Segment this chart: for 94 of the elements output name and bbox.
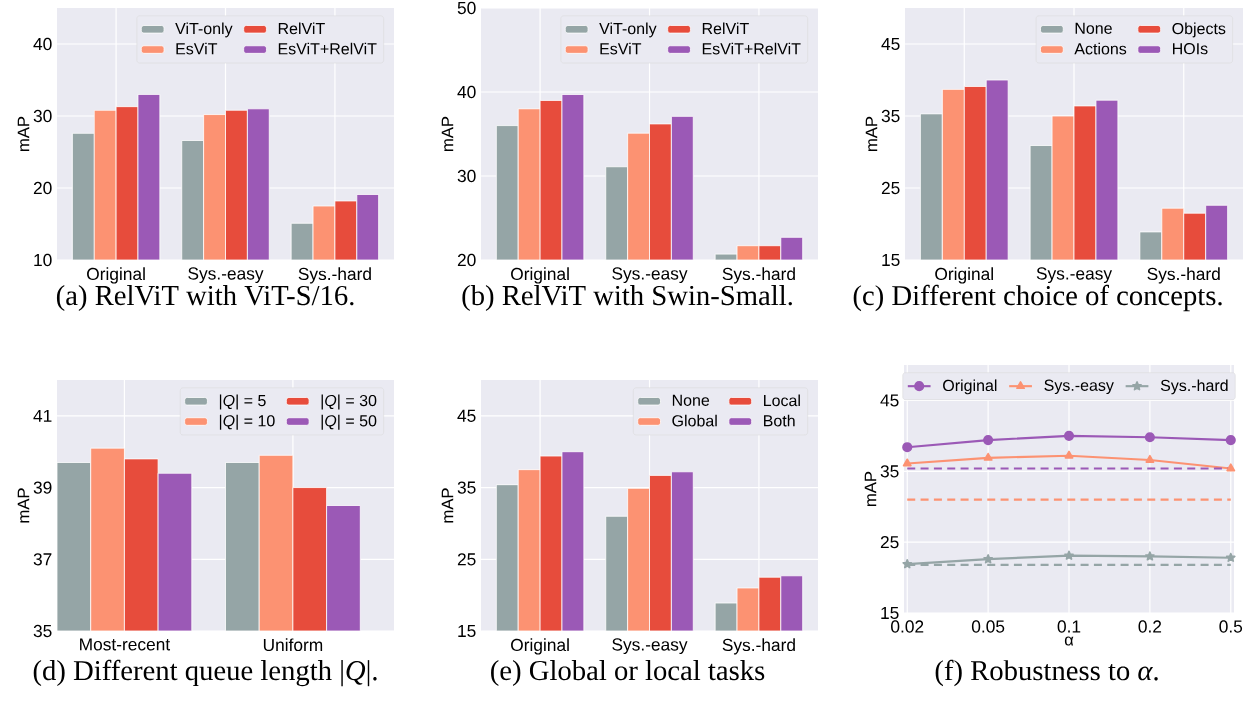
y-axis-title: mAP <box>441 488 454 523</box>
y-tick-label: 15 <box>458 624 476 638</box>
legend-label: |Q| = 5 <box>219 394 266 410</box>
point <box>1145 551 1155 561</box>
y-tick-label: 20 <box>33 181 52 195</box>
legend-label: Local <box>764 394 800 407</box>
legend-label: Global <box>672 414 717 427</box>
x-tick-label: Sys.-hard <box>722 267 795 284</box>
legend-label: EsViT+RelViT <box>702 42 801 55</box>
legend-label: EsViT <box>600 42 642 55</box>
text: (d) Different queue length |Q|. <box>33 659 377 687</box>
x-tick-label: Sys.-hard <box>1147 267 1220 284</box>
legend-label: Sys.-easy <box>1044 379 1114 395</box>
y-tick-label: 37 <box>33 553 52 566</box>
y-tick-label: 25 <box>881 181 900 195</box>
y-tick-label: 10 <box>34 253 52 267</box>
legend-label: None <box>672 394 710 406</box>
y-tick-label: 35 <box>33 624 52 638</box>
text: (c) Different choice of concepts. <box>853 284 1222 312</box>
y-tick-label: 25 <box>457 553 476 566</box>
x-tick-label: Sys.-hard <box>298 267 371 284</box>
y-tick-label: 25 <box>880 536 899 549</box>
text: (a) RelViT with ViT-S/16. <box>56 285 354 311</box>
x-tick-label: Original <box>511 267 569 284</box>
y-tick-label: 50 <box>457 1 476 15</box>
point <box>1063 430 1075 441</box>
text: (e) Global or local tasks <box>491 660 765 686</box>
y-axis-title: mAP <box>17 488 30 523</box>
y-tick-label: 45 <box>880 394 899 407</box>
legend-label: ViT-only <box>599 22 657 38</box>
point <box>1226 463 1236 472</box>
point <box>1064 550 1074 560</box>
y-tick-label: 35 <box>457 481 476 494</box>
x-tick-label: Original <box>935 267 993 284</box>
legend-label: EsViT <box>176 42 218 55</box>
text: (b) RelViT with Swin-Small. <box>462 285 792 311</box>
x-tick-label: Original <box>87 267 145 284</box>
legend-label: Actions <box>1074 42 1127 55</box>
x-axis-title: α <box>1064 636 1074 646</box>
x-tick-label: Uniform <box>263 638 323 652</box>
y-tick-label: 30 <box>457 169 476 183</box>
y-axis-title: mAP <box>864 471 877 506</box>
y-tick-label: 40 <box>33 37 52 51</box>
y-tick-label: 45 <box>457 409 476 422</box>
y-axis-title: mAP <box>441 116 454 151</box>
y-tick-label: 35 <box>880 465 899 478</box>
x-tick-label: Original <box>511 638 569 655</box>
y-tick-label: 41 <box>33 409 52 422</box>
x-tick-label: 0.5 <box>1219 620 1243 633</box>
legend-label: |Q| = 10 <box>219 414 275 430</box>
x-tick-label: 0.02 <box>891 620 924 633</box>
x-tick-label: 0.2 <box>1138 620 1162 633</box>
x-tick-label: Sys.-easy <box>612 267 688 284</box>
point <box>902 458 912 467</box>
point <box>1225 552 1236 562</box>
y-tick-label: 40 <box>457 85 476 99</box>
legend-label: Sys.-hard <box>1160 379 1228 395</box>
legend-label: Original <box>943 379 997 395</box>
x-tick-label: Sys.-easy <box>1036 267 1113 284</box>
legend-label: |Q| = 50 <box>321 414 377 430</box>
legend-label: Both <box>764 414 795 427</box>
legend-label: ViT-only <box>175 22 233 38</box>
legend-label: RelViT <box>278 22 325 35</box>
point <box>902 559 913 569</box>
x-tick-label: Most-recent <box>80 638 171 651</box>
y-tick-label: 15 <box>881 606 899 620</box>
y-tick-label: 45 <box>881 37 900 51</box>
y-tick-label: 20 <box>457 253 476 267</box>
point <box>983 452 993 461</box>
point <box>1145 454 1155 463</box>
y-tick-label: 35 <box>881 109 900 123</box>
point <box>1144 432 1155 443</box>
point <box>1064 450 1074 459</box>
x-tick-label: Sys.-hard <box>722 638 795 655</box>
y-axis-title: mAP <box>17 116 30 151</box>
x-tick-label: Sys.-easy <box>612 638 688 655</box>
y-tick-label: 39 <box>33 481 52 494</box>
legend-label: RelViT <box>702 22 749 35</box>
legend-label: EsViT+RelViT <box>278 42 377 55</box>
point <box>902 442 913 453</box>
legend-label: HOIs <box>1173 42 1208 55</box>
point <box>1225 435 1236 446</box>
legend-label: Objects <box>1172 22 1226 38</box>
legend-label: |Q| = 30 <box>321 394 377 410</box>
y-axis-title: mAP <box>865 116 878 151</box>
x-tick-label: 0.05 <box>971 620 1005 633</box>
text: (f) Robustness to α. <box>935 659 1158 687</box>
x-tick-label: 0.1 <box>1057 620 1081 633</box>
legend-label: None <box>1075 22 1112 34</box>
x-tick-label: Sys.-easy <box>188 267 264 284</box>
y-tick-label: 15 <box>882 253 900 267</box>
y-tick-label: 30 <box>33 109 52 123</box>
point <box>983 435 994 446</box>
point <box>983 554 993 564</box>
